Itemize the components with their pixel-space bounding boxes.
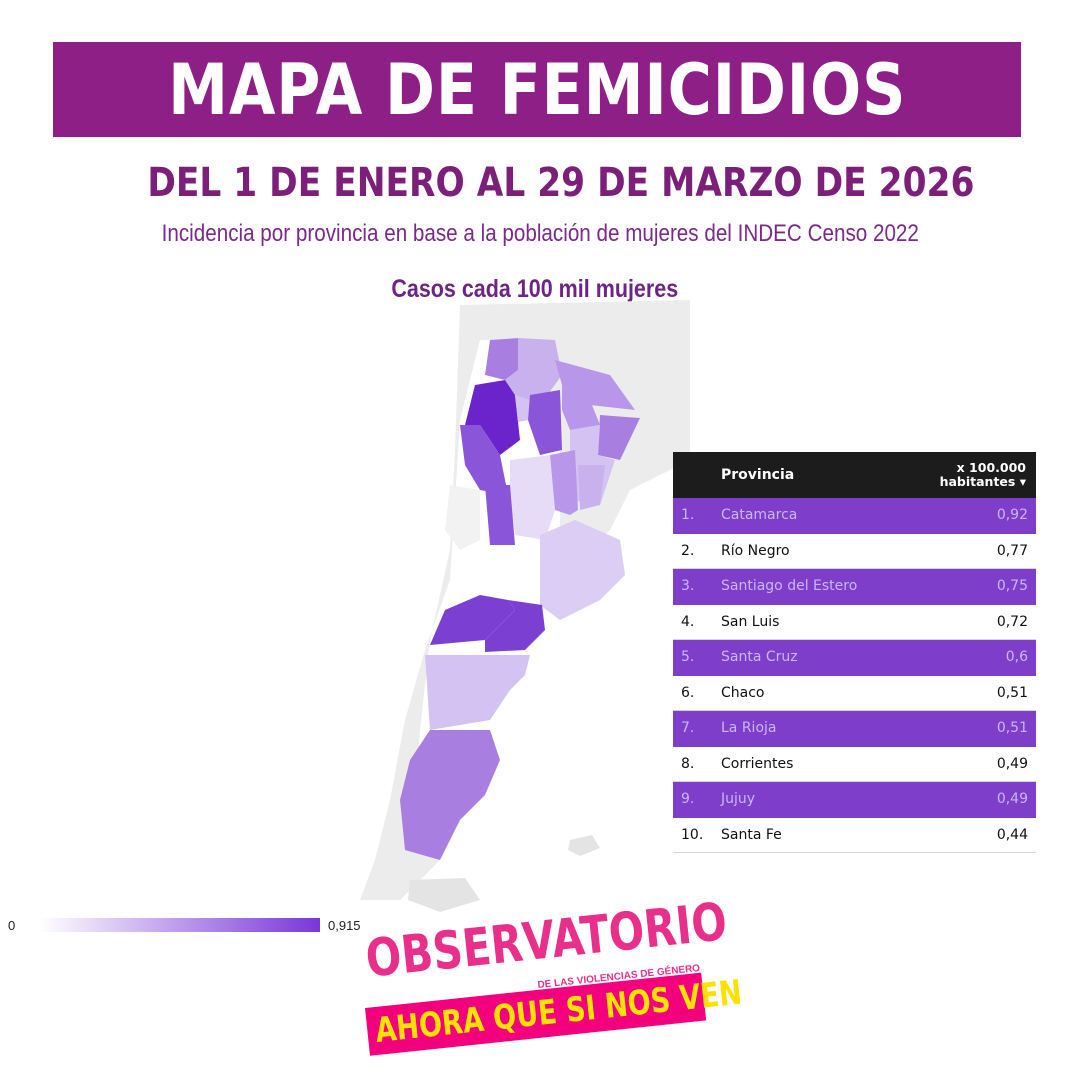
province-san-juan (445, 485, 480, 550)
table-row: 5. Santa Cruz 0,6 (673, 640, 1036, 676)
table-row: 6. Chaco 0,51 (673, 676, 1036, 711)
table-row: 9. Jujuy 0,49 (673, 782, 1036, 818)
province-neuquen (430, 595, 515, 645)
description: Incidencia por provincia en base a la po… (161, 220, 919, 247)
row-value: 0,92 (996, 507, 1028, 524)
color-legend: 0 0,915 (0, 910, 380, 940)
table-row: 3. Santiago del Estero 0,75 (673, 569, 1036, 605)
row-province: La Rioja (721, 720, 777, 737)
chile-coast (360, 305, 480, 900)
row-province: Catamarca (721, 507, 798, 524)
logo-band: AHORA QUE SI NOS VEN (365, 973, 744, 1056)
row-rank: 6. (681, 684, 695, 701)
row-province: Santiago del Estero (721, 578, 858, 595)
row-province: Río Negro (721, 542, 790, 559)
row-value: 0,72 (996, 613, 1028, 630)
province-misiones (598, 415, 640, 460)
caret-down-icon[interactable]: ▾ (1019, 474, 1026, 489)
row-value: 0,44 (996, 826, 1028, 843)
province-cordoba (510, 455, 555, 540)
table-header: Provincia x 100.000 habitantes ▾ (673, 452, 1036, 498)
table-row: 7. La Rioja 0,51 (673, 711, 1036, 747)
row-province: Santa Cruz (721, 649, 798, 666)
table-row: 8. Corrientes 0,49 (673, 747, 1036, 782)
legend-min: 0 (8, 918, 16, 933)
argentina-map (360, 300, 690, 912)
row-value: 0,49 (996, 755, 1028, 772)
province-mendoza (475, 545, 518, 605)
row-rank: 8. (681, 755, 695, 772)
province-chubut (425, 655, 530, 730)
row-value: 0,51 (996, 720, 1028, 737)
row-rank: 3. (681, 578, 695, 595)
row-value: 0,77 (996, 542, 1028, 559)
tierra-del-fuego (408, 878, 480, 912)
province-la-rioja (460, 425, 508, 495)
province-buenos-aires (540, 520, 625, 620)
header-province: Provincia (721, 467, 795, 483)
table-row: 4. San Luis 0,72 (673, 605, 1036, 640)
row-province: San Luis (721, 613, 780, 630)
row-province: Santa Fe (721, 826, 782, 843)
row-rank: 2. (681, 542, 695, 559)
row-rank: 1. (681, 507, 695, 524)
province-santa-cruz (400, 730, 500, 860)
row-province: Chaco (721, 684, 765, 701)
table-row: 10. Santa Fe 0,44 (673, 818, 1036, 853)
province-entre-rios (578, 465, 605, 510)
row-province: Jujuy (721, 791, 756, 808)
row-value: 0,49 (996, 791, 1028, 808)
islas-malvinas (568, 835, 600, 856)
province-santa-fe (550, 450, 578, 515)
table-row: 1. Catamarca 0,92 (673, 498, 1036, 534)
ranking-table: Provincia x 100.000 habitantes ▾ 1. Catam… (673, 452, 1036, 853)
row-rank: 9. (681, 791, 695, 808)
province-salta (505, 338, 562, 405)
table-body: 1. Catamarca 0,92 2. Río Negro 0,77 3. Santiago… (673, 498, 1036, 853)
date-range-subtitle: DEL 1 DE ENERO AL 29 DE MARZO DE 2026 (147, 160, 975, 206)
province-rio-negro (485, 600, 545, 652)
row-rank: 4. (681, 613, 695, 630)
page-title: MAPA DE FEMICIDIOS (167, 48, 907, 131)
province-catamarca (465, 380, 520, 455)
legend-max: 0,915 (328, 918, 361, 933)
header-value[interactable]: x 100.000 habitantes ▾ (939, 460, 1026, 489)
province-formosa (555, 360, 635, 410)
province-san-luis (485, 485, 515, 545)
row-rank: 7. (681, 720, 695, 737)
unit-label: Casos cada 100 mil mujeres (391, 275, 679, 303)
title-banner: MAPA DE FEMICIDIOS (53, 42, 1021, 137)
province-tucuman (515, 395, 530, 422)
province-santiago-del-estero (528, 390, 562, 455)
row-value: 0,6 (1005, 649, 1028, 666)
row-value: 0,75 (996, 578, 1028, 595)
table-row: 2. Río Negro 0,77 (673, 534, 1036, 569)
observatorio-logo: OBSERVATORIO DE LAS VIOLENCIAS DE GÉNERO… (363, 892, 744, 1065)
row-rank: 10. (681, 826, 704, 843)
row-rank: 5. (681, 649, 695, 666)
row-value: 0,51 (996, 684, 1028, 701)
province-chaco (562, 385, 600, 430)
legend-gradient-bar (40, 918, 320, 932)
province-jujuy (485, 338, 520, 380)
row-province: Corrientes (721, 755, 794, 772)
